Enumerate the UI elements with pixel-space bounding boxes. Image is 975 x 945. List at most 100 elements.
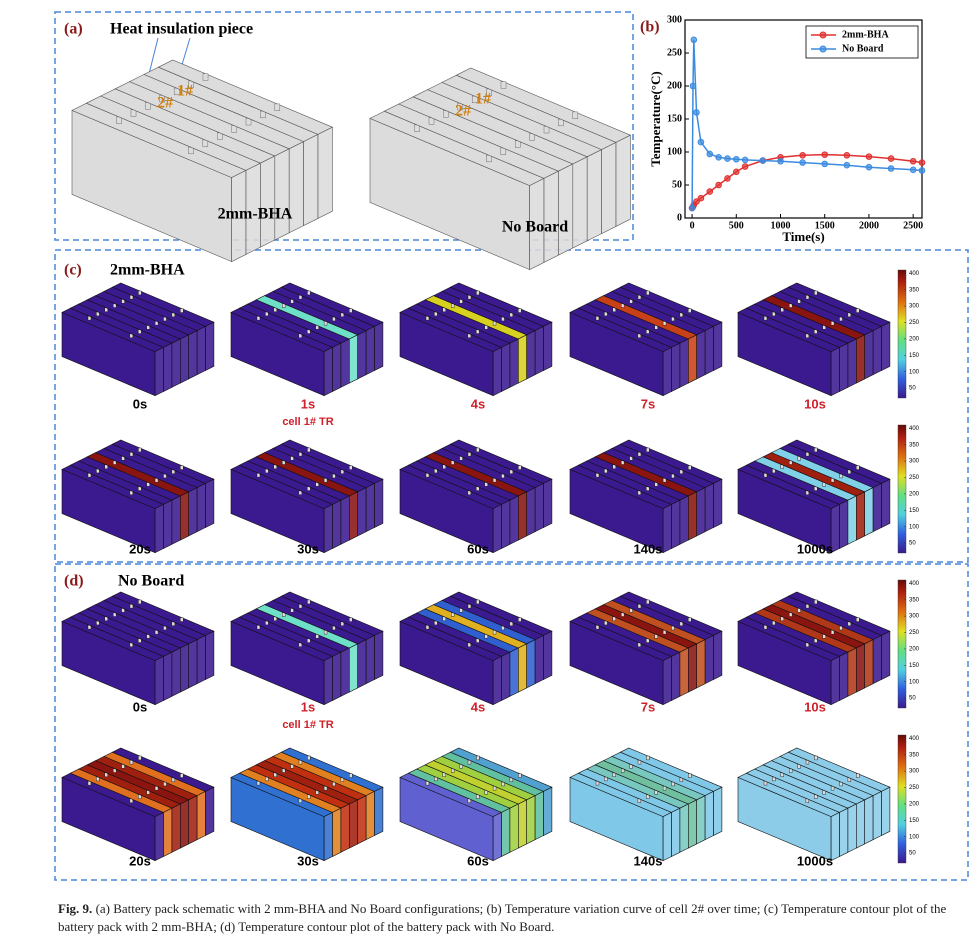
cell-side xyxy=(205,786,215,836)
point xyxy=(799,152,806,159)
cell-side xyxy=(180,334,189,384)
colorbar-tick-label: 50 xyxy=(909,541,916,547)
cell-side xyxy=(881,478,891,528)
cell-side xyxy=(872,634,882,685)
cell-side xyxy=(864,795,874,845)
cell-side xyxy=(704,482,714,533)
x-tick-label: 1500 xyxy=(815,220,835,231)
terminal xyxy=(688,617,692,622)
colorbar-tick-label: 50 xyxy=(909,696,916,702)
colorbar-tick-label: 200 xyxy=(909,337,920,343)
colorbar-tick-label: 350 xyxy=(909,442,920,448)
point xyxy=(724,175,731,182)
cell-side xyxy=(196,634,206,685)
caption-label: Fig. 9. xyxy=(58,901,93,916)
colorbar xyxy=(897,579,907,709)
point xyxy=(690,36,698,44)
colorbar-tick-label: 350 xyxy=(909,597,920,603)
cell-side xyxy=(365,790,375,841)
colorbar-tick-label: 300 xyxy=(909,459,920,465)
point xyxy=(697,194,705,202)
cell-side xyxy=(830,346,840,397)
point xyxy=(865,163,873,171)
terminal xyxy=(349,308,353,313)
colorbar-tick-label: 200 xyxy=(909,647,920,653)
cell-side xyxy=(188,487,198,537)
terminal xyxy=(688,308,692,313)
colorbar-tick-label: 100 xyxy=(909,834,920,840)
cell-side xyxy=(303,133,319,227)
point xyxy=(688,204,696,212)
cell-side xyxy=(517,334,528,384)
cell-side xyxy=(340,803,350,853)
colorbar-tick-label: 400 xyxy=(909,271,920,277)
cell-side xyxy=(881,630,891,680)
point xyxy=(732,168,740,176)
cell-side xyxy=(534,482,544,533)
cell-side xyxy=(188,795,198,845)
cell-side xyxy=(340,647,350,697)
point xyxy=(843,161,851,169)
cell-side xyxy=(509,803,519,853)
cell-label: 2# xyxy=(455,103,471,120)
panel-label: (c) xyxy=(64,262,82,279)
time-label: 1s xyxy=(301,699,315,714)
cell-side xyxy=(517,491,528,541)
point xyxy=(706,150,714,158)
terminal xyxy=(274,103,281,111)
point xyxy=(918,159,926,166)
cell-side xyxy=(534,325,544,376)
cell-side xyxy=(348,799,359,849)
colorbar-tick-label: 250 xyxy=(909,475,920,481)
cell-side xyxy=(855,643,866,693)
terminal xyxy=(349,773,353,778)
colorbar xyxy=(897,269,907,399)
cell-side xyxy=(687,799,698,849)
terminal xyxy=(572,111,579,119)
cell-label: 1# xyxy=(177,83,193,100)
terminal xyxy=(476,447,480,453)
y-tick-label: 150 xyxy=(667,113,682,124)
y-tick-label: 300 xyxy=(667,14,682,25)
colorbar-tick-label: 100 xyxy=(909,369,920,375)
colorbar-tick-label: 350 xyxy=(909,752,920,758)
panel-label: (d) xyxy=(64,573,84,590)
time-label: 1s xyxy=(301,396,315,411)
point xyxy=(715,181,722,189)
cell-side xyxy=(881,786,891,836)
terminal xyxy=(349,465,353,470)
y-tick-label: 200 xyxy=(667,80,682,91)
figure-graphics: (a) Heat insulation piece (c) 2mm-BHA (d… xyxy=(54,11,969,881)
point xyxy=(799,159,806,166)
time-label: 140s xyxy=(634,541,663,556)
terminal xyxy=(180,773,184,778)
cell-side xyxy=(323,503,333,554)
cell-side xyxy=(365,482,375,533)
cell-side xyxy=(586,149,602,242)
caption-text: (a) Battery pack schematic with 2 mm-BHA… xyxy=(58,901,947,934)
cell-side xyxy=(357,639,367,689)
point xyxy=(689,82,697,90)
y-tick-label: 250 xyxy=(667,47,682,58)
cell-side xyxy=(704,634,714,685)
cell-side xyxy=(365,634,375,685)
cell-side xyxy=(662,655,672,706)
cell-side xyxy=(704,790,714,841)
cell-side xyxy=(348,643,359,693)
x-tick-label: 1000 xyxy=(771,220,791,231)
cell-side xyxy=(171,647,181,697)
terminal xyxy=(476,755,480,761)
terminal xyxy=(500,81,507,89)
cell-side xyxy=(180,643,189,693)
terminal xyxy=(202,73,209,81)
terminal xyxy=(307,755,311,761)
terminal xyxy=(349,617,353,622)
terminal xyxy=(646,755,650,761)
terminal xyxy=(138,599,142,605)
cell-side xyxy=(374,478,384,528)
terminal xyxy=(646,447,650,453)
cell-side xyxy=(205,321,215,371)
colorbar xyxy=(897,734,907,864)
point xyxy=(821,151,829,158)
point xyxy=(821,160,829,168)
